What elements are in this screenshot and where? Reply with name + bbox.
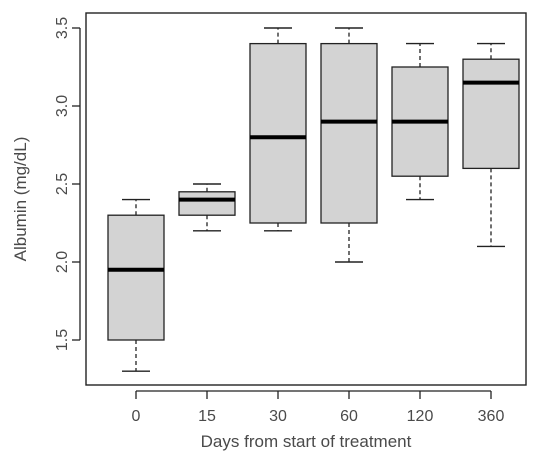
box-360: [462, 42, 520, 248]
y-tick-label: 2.5: [54, 173, 71, 195]
y-tick-label: 1.5: [54, 329, 71, 351]
box-series: [107, 27, 520, 372]
y-tick-label: 3.5: [54, 17, 71, 39]
x-axis-title: Days from start of treatment: [201, 432, 412, 451]
iqr-box: [107, 214, 165, 341]
box-30: [249, 27, 307, 232]
iqr-box: [320, 42, 378, 224]
x-tick-label: 60: [340, 408, 358, 425]
box-0: [107, 198, 165, 372]
y-tick-label: 3.0: [54, 95, 71, 117]
box-120: [391, 42, 449, 201]
x-tick-label: 360: [478, 408, 505, 425]
plot-frame: [85, 12, 527, 386]
y-tick-label: 2.0: [54, 251, 71, 273]
y-axis: 1.5 2.0 2.5 3.0 3.5: [54, 17, 81, 351]
iqr-box: [462, 58, 520, 170]
box-60: [320, 27, 378, 263]
y-axis-title: Albumin (mg/dL): [11, 137, 30, 262]
x-tick-label: 120: [407, 408, 434, 425]
iqr-box: [249, 42, 307, 224]
x-axis: 0 15 30 60 120 360: [132, 390, 505, 425]
x-tick-label: 30: [269, 408, 287, 425]
x-tick-label: 15: [198, 408, 216, 425]
box-15: [178, 183, 236, 232]
x-tick-label: 0: [132, 408, 141, 425]
iqr-box: [178, 191, 236, 216]
